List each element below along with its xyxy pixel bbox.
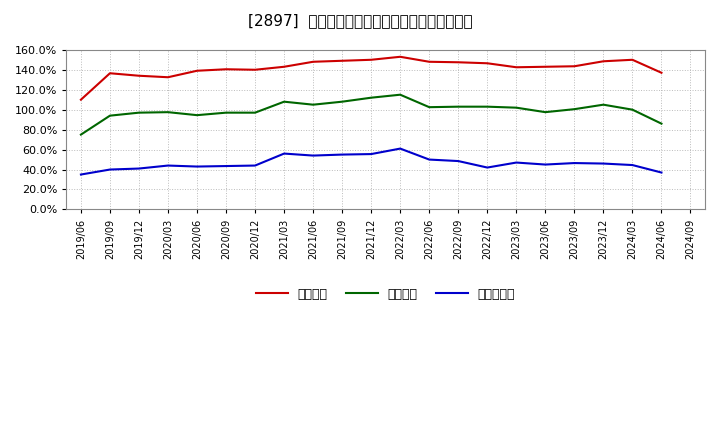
現預金比率	[135, 166, 143, 171]
流動比率	[396, 54, 405, 59]
流動比率	[106, 70, 114, 76]
流動比率	[193, 68, 202, 73]
流動比率	[338, 58, 346, 63]
流動比率	[163, 75, 172, 80]
当座比率	[309, 102, 318, 107]
現預金比率	[396, 146, 405, 151]
現預金比率	[570, 161, 579, 166]
流動比率	[599, 59, 608, 64]
現預金比率	[367, 151, 376, 157]
現預金比率	[193, 164, 202, 169]
当座比率	[163, 110, 172, 115]
当座比率	[425, 105, 433, 110]
当座比率	[454, 104, 462, 109]
現預金比率	[163, 163, 172, 168]
当座比率	[280, 99, 289, 104]
現預金比率	[512, 160, 521, 165]
現預金比率	[309, 153, 318, 158]
現預金比率	[454, 158, 462, 164]
当座比率	[628, 107, 636, 112]
当座比率	[599, 102, 608, 107]
現預金比率	[251, 163, 259, 168]
流動比率	[425, 59, 433, 64]
流動比率	[657, 70, 666, 75]
現預金比率	[657, 170, 666, 175]
流動比率	[280, 64, 289, 70]
現預金比率	[76, 172, 85, 177]
Line: 現預金比率: 現預金比率	[81, 149, 662, 175]
流動比率	[135, 73, 143, 78]
現預金比率	[106, 167, 114, 172]
現預金比率	[541, 162, 549, 167]
Text: [2897]  流動比率、当座比率、現預金比率の推移: [2897] 流動比率、当座比率、現預金比率の推移	[248, 13, 472, 28]
当座比率	[135, 110, 143, 115]
当座比率	[483, 104, 492, 109]
Line: 流動比率: 流動比率	[81, 57, 662, 100]
当座比率	[657, 121, 666, 126]
流動比率	[367, 57, 376, 62]
当座比率	[193, 113, 202, 118]
当座比率	[396, 92, 405, 97]
流動比率	[222, 66, 230, 72]
Legend: 流動比率, 当座比率, 現預金比率: 流動比率, 当座比率, 現預金比率	[251, 283, 520, 306]
流動比率	[512, 65, 521, 70]
当座比率	[367, 95, 376, 100]
流動比率	[454, 60, 462, 65]
流動比率	[541, 64, 549, 70]
当座比率	[222, 110, 230, 115]
流動比率	[251, 67, 259, 73]
当座比率	[338, 99, 346, 104]
流動比率	[570, 64, 579, 69]
流動比率	[309, 59, 318, 64]
当座比率	[541, 110, 549, 115]
現預金比率	[222, 163, 230, 169]
現預金比率	[280, 151, 289, 156]
流動比率	[628, 57, 636, 62]
当座比率	[570, 106, 579, 112]
流動比率	[76, 97, 85, 103]
当座比率	[106, 113, 114, 118]
当座比率	[251, 110, 259, 115]
流動比率	[483, 61, 492, 66]
現預金比率	[599, 161, 608, 166]
現預金比率	[628, 162, 636, 168]
Line: 当座比率: 当座比率	[81, 95, 662, 135]
当座比率	[76, 132, 85, 137]
現預金比率	[338, 152, 346, 157]
当座比率	[512, 105, 521, 110]
現預金比率	[483, 165, 492, 170]
現預金比率	[425, 157, 433, 162]
